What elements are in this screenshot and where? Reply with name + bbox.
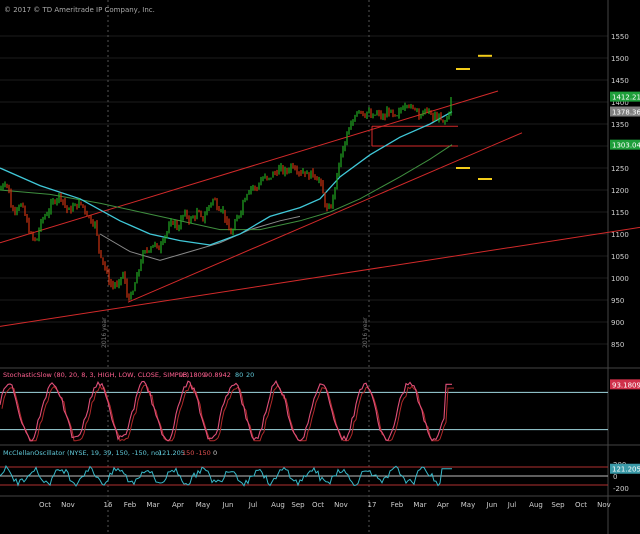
x-tick-label: Jun	[486, 501, 498, 509]
stochastic-value-text: 93.1809	[612, 381, 640, 389]
mcclellan-value-text: 121.205	[612, 466, 640, 474]
price-gridlines: 2016 year 2016 year	[0, 0, 608, 534]
price-tick-label: 1250	[611, 165, 629, 173]
x-tick-label: Sep	[551, 501, 565, 509]
stochastic-signal-line	[1, 383, 454, 442]
x-tick-label: 16	[104, 501, 113, 509]
stochastic-legend-value: 20	[246, 371, 254, 379]
moving-average-fast-line	[0, 111, 453, 246]
mcclellan-panel: McClellanOscillator (NYSE, 19, 39, 150, …	[0, 449, 640, 493]
channel-upper-line	[0, 90, 499, 244]
moving-average-grey-line	[99, 215, 301, 261]
mcclellan-legend-value: 121.205	[158, 449, 185, 457]
mcclellan-tick-label: 0	[613, 473, 617, 481]
mcclellan-series: -2000200121.205	[0, 461, 640, 493]
price-tick-label: 950	[611, 297, 624, 305]
x-tick-label: Feb	[124, 501, 137, 509]
stochastic-value-badge	[610, 379, 640, 390]
price-tick-label: 1450	[611, 77, 629, 85]
price-series	[0, 54, 640, 327]
x-tick-label: Nov	[334, 501, 348, 509]
price-tick-label: 1000	[611, 275, 629, 283]
price-tick-label: 1350	[611, 121, 629, 129]
x-tick-label: Nov	[61, 501, 75, 509]
x-tick-label: Mar	[413, 501, 426, 509]
stochastic-panel: StochasticSlow (80, 20, 8, 3, HIGH, LOW,…	[0, 369, 640, 442]
stochastic-series: 93.1809	[0, 379, 640, 442]
x-tick-label: 17	[368, 501, 377, 509]
price-tick-label: 1100	[611, 231, 629, 239]
x-tick-label: Oct	[575, 501, 587, 509]
x-tick-label: Aug	[271, 501, 285, 509]
x-tick-label: Jun	[222, 501, 234, 509]
x-tick-label: Oct	[312, 501, 324, 509]
moving-average-slow-line	[0, 144, 453, 231]
mcclellan-legend-value: -150	[196, 449, 211, 457]
x-tick-label: Aug	[529, 501, 543, 509]
mcclellan-line	[0, 465, 452, 487]
x-tick-label: May	[461, 501, 475, 509]
mcclellan-legend-value: 150	[182, 449, 194, 457]
stochastic-legend-value: 80	[235, 371, 243, 379]
x-tick-label: Oct	[39, 501, 51, 509]
mcclellan-tick-label: -200	[613, 485, 629, 493]
price-tick-label: 900	[611, 319, 624, 327]
x-tick-label: Jul	[248, 501, 258, 509]
price-tick-label: 1400	[611, 99, 629, 107]
x-tick-label: Nov	[597, 501, 611, 509]
price-label-badge	[610, 139, 640, 150]
price-label-text: 1378.36	[612, 109, 640, 117]
x-axis: Oct Nov 16 Feb Mar Apr May Jun Jul Aug Sep Oct Nov 17…	[0, 495, 640, 509]
price-tick-label: 1200	[611, 187, 629, 195]
mcclellan-value-badge	[610, 463, 640, 474]
copyright-text: © 2017 © TD Ameritrade IP Company, Inc.	[4, 6, 155, 14]
price-label-text: 1412.21	[612, 94, 640, 102]
year-marker-label: 2016 year	[101, 317, 108, 348]
price-tick-label: 1050	[611, 253, 629, 261]
stochastic-line	[0, 380, 452, 442]
price-tick-label: 1150	[611, 209, 629, 217]
price-label-badge	[610, 91, 640, 102]
stochastic-legend-value: 90.8942	[204, 371, 231, 379]
mcclellan-legend-value: 0	[213, 449, 217, 457]
x-tick-label: Apr	[437, 501, 449, 509]
x-tick-label: Feb	[391, 501, 404, 509]
stochastic-legend-value: 93.1809	[179, 371, 206, 379]
year-marker-label: 2016 year	[362, 317, 369, 348]
x-tick-label: Mar	[146, 501, 159, 509]
price-label-badge	[610, 106, 640, 117]
price-labels: 1412.21 1378.36 1303.04	[610, 91, 640, 150]
price-tick-label: 850	[611, 341, 624, 349]
stochastic-title: StochasticSlow (80, 20, 8, 3, HIGH, LOW,…	[3, 371, 189, 379]
price-tick-label: 1550	[611, 33, 629, 41]
channel-support-line	[127, 132, 523, 303]
channel-lower-line	[0, 226, 640, 327]
x-tick-label: May	[196, 501, 210, 509]
price-label-text: 1303.04	[612, 142, 640, 150]
price-tick-label: 1500	[611, 55, 629, 63]
x-tick-label: Sep	[291, 501, 305, 509]
x-tick-label: Apr	[172, 501, 184, 509]
x-tick-label: Jul	[507, 501, 517, 509]
mcclellan-title: McClellanOscillator (NYSE, 19, 39, 150, …	[3, 449, 162, 457]
